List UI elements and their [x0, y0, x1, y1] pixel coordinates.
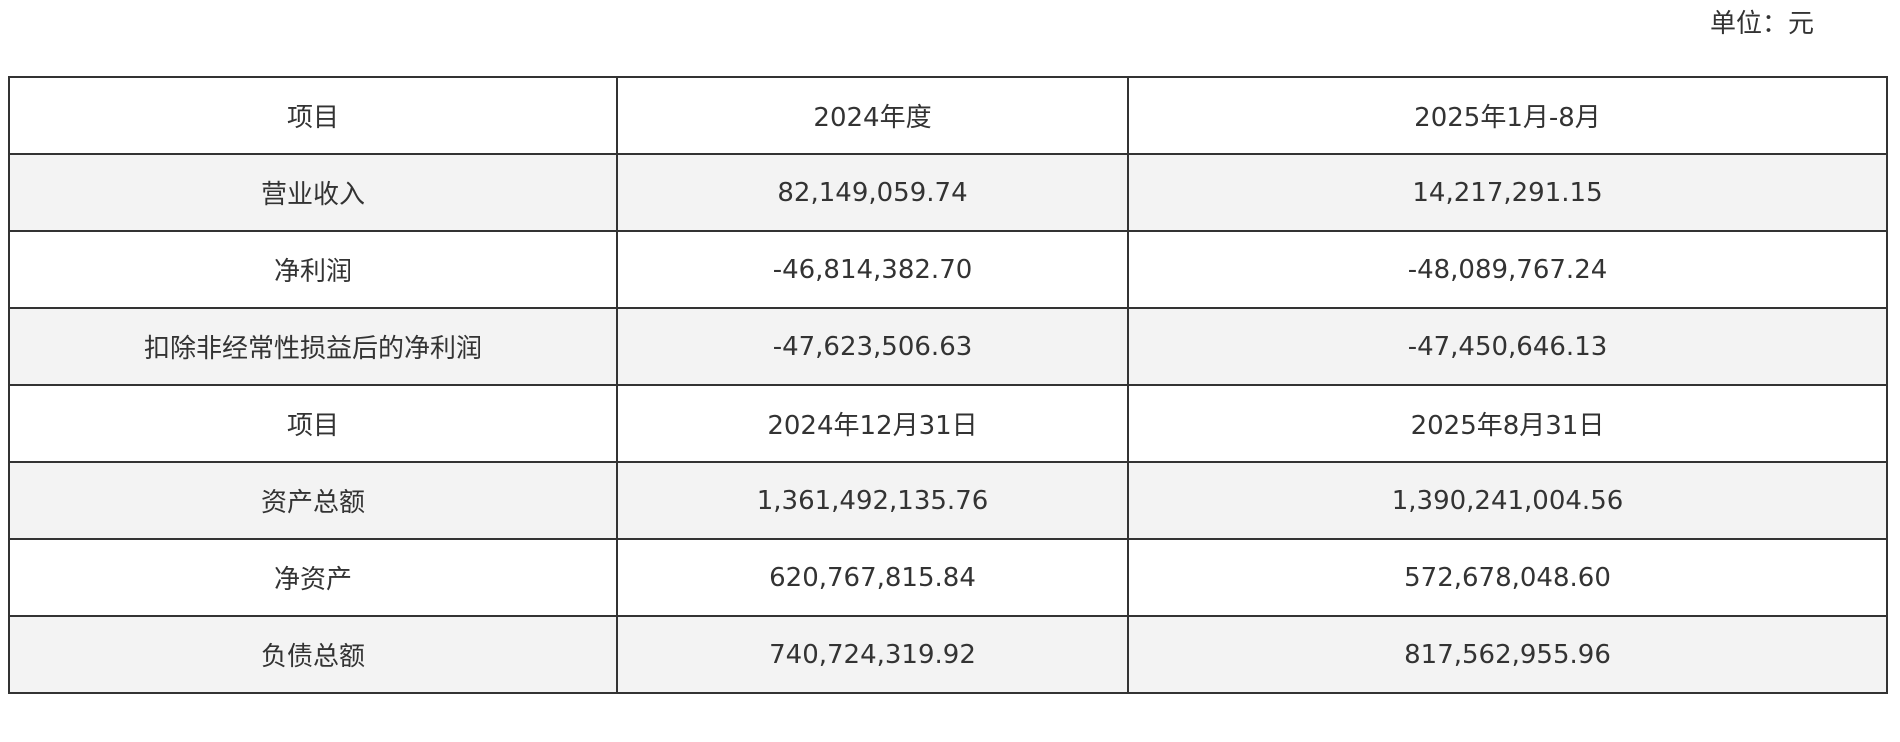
financial-table: 项目 2024年度 2025年1月-8月 营业收入 82,149,059.74 14,21…: [8, 76, 1888, 694]
cell-col2: 2025年1月-8月: [1127, 76, 1888, 155]
cell-col1: 620,767,815.84: [616, 538, 1129, 617]
cell-col1: 1,361,492,135.76: [616, 461, 1129, 540]
cell-col2: 572,678,048.60: [1127, 538, 1888, 617]
cell-col2: 817,562,955.96: [1127, 615, 1888, 694]
table-row: 资产总额 1,361,492,135.76 1,390,241,004.56: [8, 461, 1888, 540]
cell-col1: -46,814,382.70: [616, 230, 1129, 309]
cell-col1: 2024年度: [616, 76, 1129, 155]
unit-label: 单位：元: [1709, 9, 1814, 39]
table-row: 负债总额 740,724,319.92 817,562,955.96: [8, 615, 1888, 694]
cell-item: 营业收入: [8, 153, 618, 232]
cell-col2: 14,217,291.15: [1127, 153, 1888, 232]
table-header-row: 项目 2024年12月31日 2025年8月31日: [8, 384, 1888, 463]
table-row: 净利润 -46,814,382.70 -48,089,767.24: [8, 230, 1888, 309]
cell-col2: -47,450,646.13: [1127, 307, 1888, 386]
cell-col1: -47,623,506.63: [616, 307, 1129, 386]
table-row: 扣除非经常性损益后的净利润 -47,623,506.63 -47,450,646.1…: [8, 307, 1888, 386]
cell-col1: 2024年12月31日: [616, 384, 1129, 463]
cell-col1: 82,149,059.74: [616, 153, 1129, 232]
cell-item: 项目: [8, 76, 618, 155]
cell-item: 净资产: [8, 538, 618, 617]
cell-col2: 1,390,241,004.56: [1127, 461, 1888, 540]
cell-item: 负债总额: [8, 615, 618, 694]
cell-col1: 740,724,319.92: [616, 615, 1129, 694]
cell-col2: -48,089,767.24: [1127, 230, 1888, 309]
cell-col2: 2025年8月31日: [1127, 384, 1888, 463]
cell-item: 项目: [8, 384, 618, 463]
cell-item: 净利润: [8, 230, 618, 309]
table-row: 净资产 620,767,815.84 572,678,048.60: [8, 538, 1888, 617]
table-row: 营业收入 82,149,059.74 14,217,291.15: [8, 153, 1888, 232]
table-header-row: 项目 2024年度 2025年1月-8月: [8, 76, 1888, 155]
cell-item: 资产总额: [8, 461, 618, 540]
cell-item: 扣除非经常性损益后的净利润: [8, 307, 618, 386]
